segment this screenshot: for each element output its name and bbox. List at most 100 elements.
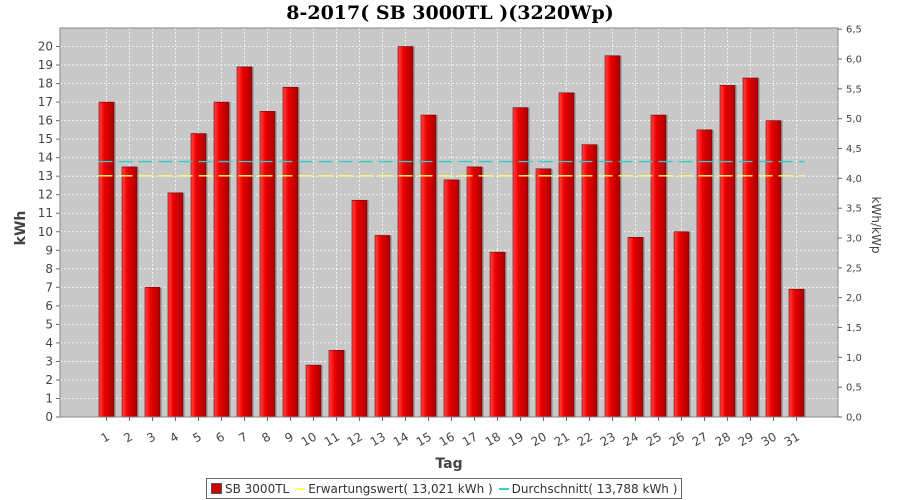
y-tick-label: 15 [38, 132, 53, 146]
bar [374, 235, 391, 418]
x-tick-label: 28 [713, 429, 733, 449]
bar [443, 179, 460, 418]
x-tick-label: 22 [575, 429, 595, 449]
bar [742, 77, 759, 418]
legend-swatch-bar [211, 483, 222, 494]
x-tick-label: 10 [299, 429, 319, 449]
bar [719, 85, 736, 418]
y-tick-label: 1 [45, 391, 53, 405]
legend-swatch-average [498, 487, 509, 490]
bar [765, 120, 782, 418]
bar [213, 101, 230, 418]
y2-tick-label: 5,5 [846, 84, 862, 95]
y2-tick-label: 4,5 [846, 144, 862, 155]
bar [558, 92, 575, 418]
bar [259, 111, 276, 418]
x-tick-label: 9 [282, 429, 296, 445]
bar [282, 86, 299, 418]
bar [489, 251, 506, 418]
y2-tick-label: 4,0 [846, 174, 862, 185]
y-tick-label: 18 [38, 77, 53, 91]
y-tick-label: 7 [45, 280, 53, 294]
x-tick-label: 30 [759, 429, 779, 449]
bar [512, 107, 529, 418]
y2-tick-label: 0,0 [846, 413, 862, 424]
bar [420, 114, 437, 418]
y2-tick-label: 5,0 [846, 114, 862, 125]
y-tick-label: 8 [45, 262, 53, 276]
y-tick-label: 16 [38, 114, 53, 128]
x-tick-label: 26 [667, 429, 687, 449]
y2-tick-label: 6,0 [846, 55, 862, 66]
chart-title: 8-2017( SB 3000TL )(3220Wp) [286, 2, 614, 24]
x-tick-label: 15 [414, 429, 434, 449]
x-tick-label: 20 [529, 429, 549, 449]
legend-item-average: Durchschnitt( 13,788 kWh ) [498, 481, 678, 496]
chart-legend: SB 3000TL Erwartungswert( 13,021 kWh ) D… [206, 478, 683, 499]
x-tick-label: 29 [736, 429, 756, 449]
legend-item-expected: Erwartungswert( 13,021 kWh ) [295, 481, 493, 496]
x-tick-label: 23 [598, 429, 618, 449]
y2-tick-label: 1,5 [846, 323, 862, 334]
x-tick-label: 25 [644, 429, 664, 449]
x-tick-label: 12 [345, 429, 365, 449]
x-axis-title: Tag [435, 456, 462, 472]
y-tick-label: 5 [45, 317, 53, 331]
x-tick-label: 3 [144, 429, 158, 445]
x-tick-label: 4 [167, 429, 181, 445]
y-tick-label: 13 [38, 169, 53, 183]
x-tick-label: 16 [437, 429, 457, 449]
bar [351, 199, 368, 418]
legend-swatch-expected [295, 487, 306, 490]
bar [397, 46, 414, 418]
y2-tick-label: 2,5 [846, 263, 862, 274]
y2-tick-label: 0,5 [846, 383, 862, 394]
legend-label-expected: Erwartungswert( 13,021 kWh ) [308, 481, 493, 496]
bar [696, 129, 713, 418]
y2-tick-label: 6,5 [846, 25, 862, 36]
x-tick-label: 31 [782, 429, 802, 449]
x-tick-label: 14 [391, 429, 411, 449]
legend-label-average: Durchschnitt( 13,788 kWh ) [511, 481, 678, 496]
y-tick-label: 4 [45, 336, 53, 350]
y2-tick-label: 3,0 [846, 234, 862, 245]
x-tick-label: 13 [368, 429, 388, 449]
y-tick-label: 12 [38, 188, 53, 202]
bar [167, 192, 184, 418]
y2-tick-label: 1,0 [846, 353, 862, 364]
bar [673, 231, 690, 418]
bar [627, 237, 644, 418]
y-tick-label: 0 [45, 410, 53, 424]
y2-tick-label: 3,5 [846, 204, 862, 215]
bar [305, 364, 322, 418]
x-tick-label: 2 [121, 429, 135, 445]
x-tick-label: 11 [322, 429, 342, 449]
x-tick-label: 1 [98, 429, 112, 445]
legend-label-bar-series: SB 3000TL [225, 481, 290, 496]
bar [121, 166, 138, 418]
y2-tick-label: 2,0 [846, 293, 862, 304]
x-tick-label: 5 [190, 429, 204, 445]
y2-axis-title: kWh/kWp [869, 197, 883, 254]
bar [236, 66, 253, 418]
legend-item-bar-series: SB 3000TL [211, 482, 289, 496]
y-tick-label: 17 [38, 95, 53, 109]
bar [604, 55, 621, 418]
x-tick-label: 27 [690, 429, 710, 449]
bar [144, 287, 161, 418]
y-tick-label: 11 [38, 206, 53, 220]
x-tick-label: 17 [460, 429, 480, 449]
bar [328, 350, 345, 418]
y-tick-label: 6 [45, 299, 53, 313]
bar [535, 168, 552, 418]
y-tick-label: 3 [45, 354, 53, 368]
y-tick-label: 10 [38, 225, 53, 239]
bar [650, 114, 667, 418]
x-tick-label: 21 [552, 429, 572, 449]
y-tick-label: 20 [38, 40, 53, 54]
bar-series [98, 46, 806, 418]
x-tick-label: 18 [483, 429, 503, 449]
y-tick-label: 14 [38, 151, 53, 165]
